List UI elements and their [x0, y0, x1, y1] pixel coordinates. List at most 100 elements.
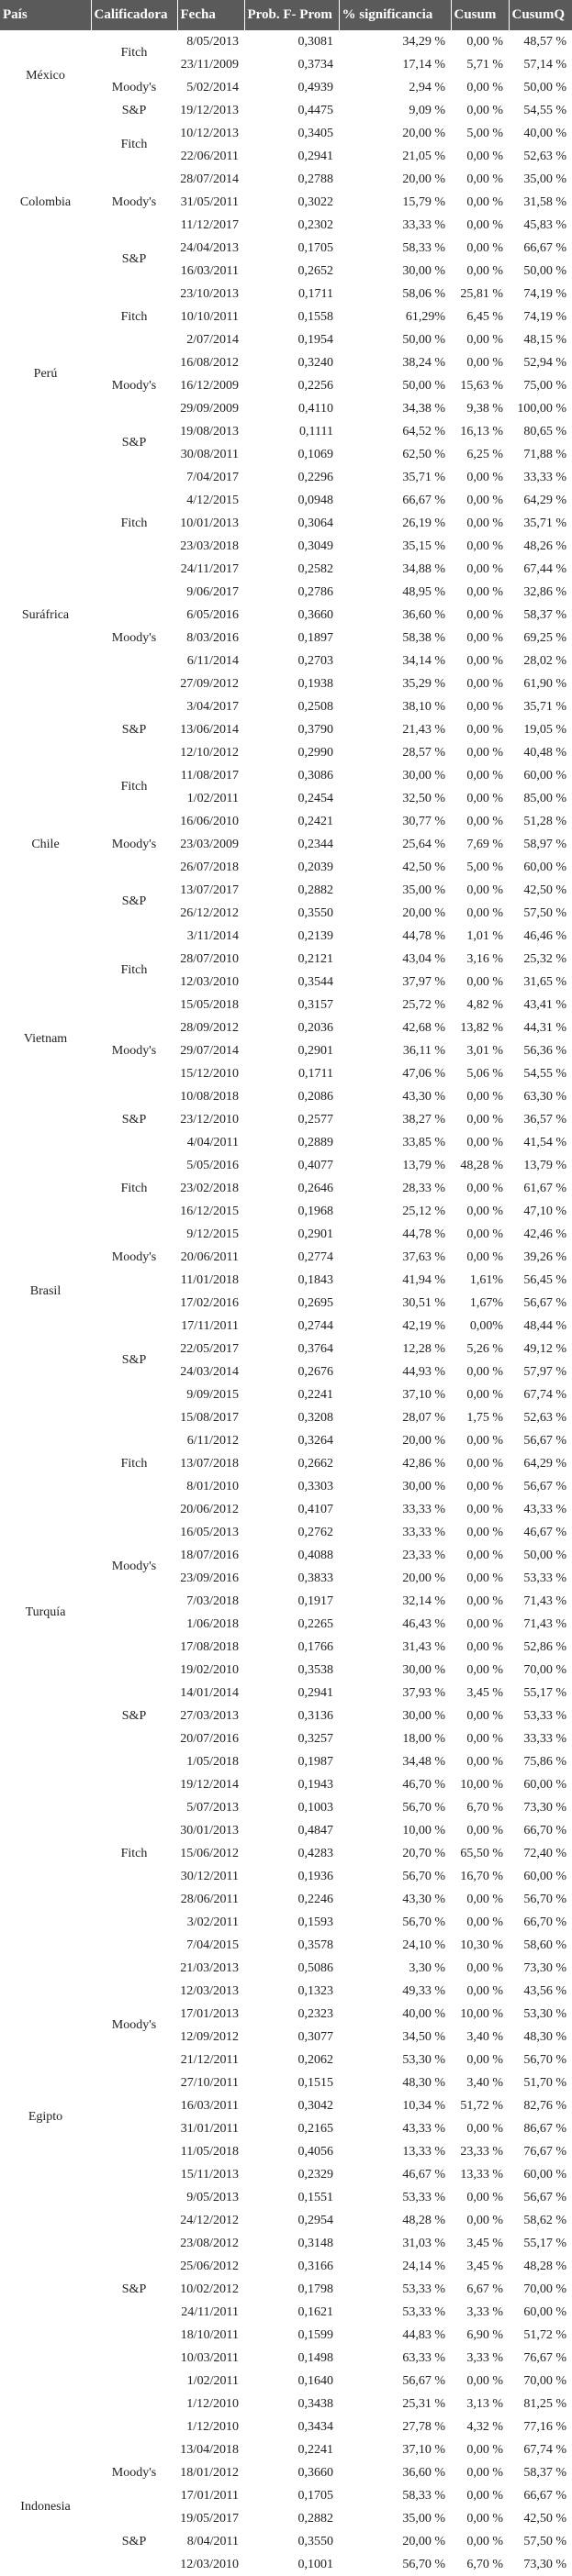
data-cell: 72,40 %: [523, 1846, 566, 1860]
table-row: Moody's 5/02/2014 0,4939 2,94 % 0,00 % 50,00 …: [0, 76, 572, 99]
data-cell: 0,2695: [297, 1295, 334, 1310]
data-cell: 0,00 %: [466, 905, 503, 920]
table-row: Egipto Fitch 5/07/2013 0,1003 56,70 % 6,70 % 7…: [0, 1796, 572, 2125]
data-cell: 17/02/2016: [180, 1295, 239, 1310]
data-cell: 56,67 %: [523, 2190, 566, 2204]
table-row: Moody's 16/08/2012 0,3240 38,24 % 0,00 % 52,9…: [0, 351, 572, 393]
data-cell: 20,00 %: [402, 905, 445, 920]
table-row: 17/01/2011 0,1705 58,33 % 0,00 % 66,67 %: [0, 2484, 572, 2507]
data-cell: 62,50 %: [402, 447, 445, 461]
data-cell: 24/03/2014: [180, 1364, 239, 1379]
data-cell: 13,79 %: [523, 1158, 566, 1172]
data-cell: 0,2246: [297, 1892, 334, 1906]
data-cell: 37,97 %: [402, 974, 445, 989]
data-cell: 0,3538: [297, 1662, 334, 1677]
data-cell: 0,00 %: [466, 103, 503, 117]
data-cell: 8/04/2011: [186, 2534, 239, 2548]
data-cell: 24,10 %: [402, 1938, 445, 1952]
data-cell: 0,2990: [297, 745, 334, 760]
data-cell: 17/01/2011: [180, 2488, 239, 2503]
table-row: 29/07/2014 0,2901 36,11 % 3,01 % 56,36 %: [0, 1039, 572, 1062]
data-cell: 0,4283: [297, 1846, 334, 1860]
data-cell: 0,2139: [297, 928, 334, 943]
data-cell: 43,04 %: [402, 951, 445, 966]
data-cell: 0,1640: [297, 2373, 334, 2388]
table-row: 20/07/2016 0,3257 18,00 % 0,00 % 33,33 %: [0, 1727, 572, 1750]
table-row: 1/05/2018 0,1987 34,48 % 0,00 % 75,86 %: [0, 1750, 572, 1773]
data-cell: 10/02/2012: [180, 2282, 239, 2296]
data-cell: 0,3578: [297, 1938, 334, 1952]
data-cell: 0,4107: [297, 1502, 334, 1516]
data-cell: 0,1938: [297, 676, 334, 691]
data-cell: 60,00 %: [523, 1777, 566, 1792]
data-cell: 0,3157: [297, 997, 334, 1012]
data-cell: 0,00 %: [466, 539, 503, 553]
data-cell: 23,33 %: [460, 2144, 503, 2159]
table-row: S&P 19/08/2013 0,1111 64,52 % 16,13 % 80,65 %: [0, 420, 572, 450]
table-row: 24/12/2012 0,2954 48,28 % 0,00 % 58,62 %: [0, 2209, 572, 2232]
data-cell: 44,31 %: [523, 1020, 566, 1035]
data-cell: 16,13 %: [460, 424, 503, 439]
data-cell: 53,33 %: [402, 2282, 445, 2296]
data-cell: 53,33 %: [402, 2304, 445, 2319]
table-row: Moody's 16/06/2010 0,2421 30,77 % 0,00 % 51,2…: [0, 810, 572, 851]
agency-cell: S&P: [121, 1112, 147, 1127]
data-cell: 0,00 %: [466, 1915, 503, 1929]
country-cell: Vietnam: [23, 1032, 68, 1046]
data-cell: 0,00 %: [466, 1708, 503, 1723]
data-cell: 0,00 %: [466, 1456, 503, 1471]
data-cell: 0,00 %: [466, 584, 503, 599]
data-cell: 0,2762: [297, 1525, 334, 1539]
data-cell: 32,14 %: [402, 1593, 445, 1608]
data-cell: 0,00 %: [466, 1662, 503, 1677]
data-cell: 0,00 %: [466, 1204, 503, 1218]
data-cell: 36,60 %: [402, 2465, 445, 2480]
data-cell: 0,4110: [298, 401, 333, 416]
table-row: 19/12/2014 0,1943 46,70 % 10,00 % 60,00 %: [0, 1773, 572, 1796]
data-cell: 0,00 %: [466, 2373, 503, 2388]
data-cell: 50,00 %: [523, 263, 566, 278]
data-cell: 0,00 %: [466, 194, 503, 209]
data-cell: 36,60 %: [402, 607, 445, 622]
data-cell: 57,14 %: [523, 57, 566, 72]
data-cell: 0,00 %: [466, 80, 503, 94]
data-cell: 42,50 %: [402, 860, 445, 874]
table-row: 10/03/2011 0,1498 63,33 % 3,33 % 76,67 %: [0, 2347, 572, 2370]
data-cell: 76,67 %: [523, 2144, 566, 2159]
data-cell: 7,69 %: [466, 837, 503, 851]
data-cell: 0,2788: [297, 172, 334, 186]
data-cell: 23/11/2009: [180, 57, 239, 72]
data-cell: 61,29%: [405, 309, 445, 324]
table-row: 30/01/2013 0,4847 10,00 % 0,00 % 66,70 %: [0, 1819, 572, 1842]
agency-cell: S&P: [121, 2534, 147, 2548]
data-cell: 0,00 %: [466, 149, 503, 163]
table-row: 27/03/2013 0,3136 30,00 % 0,00 % 53,33 %: [0, 1704, 572, 1727]
table-row: 17/01/2013 0,2323 40,00 % 10,00 % 53,30 %: [0, 2003, 572, 2026]
data-cell: 0,00 %: [466, 1433, 503, 1448]
data-cell: 6,67 %: [466, 2282, 503, 2296]
agency-cell: Moody's: [111, 837, 157, 851]
data-cell: 0,1943: [297, 1777, 334, 1792]
agency-cell: S&P: [121, 103, 147, 117]
table-row: S&P 19/05/2017 0,2882 35,00 % 0,00 % 42,50 %: [0, 2507, 572, 2548]
data-cell: 0,1936: [297, 1869, 334, 1883]
data-cell: 0,00 %: [466, 1387, 503, 1402]
data-cell: 0,0948: [297, 493, 334, 507]
data-cell: 34,38 %: [402, 401, 445, 416]
agency-cell: S&P: [121, 436, 147, 450]
data-cell: 52,86 %: [523, 1639, 566, 1654]
data-cell: 5,26 %: [466, 1341, 503, 1356]
data-cell: 56,70 %: [402, 2557, 445, 2571]
table-row: 21/03/2013 0,5086 3,30 % 0,00 % 73,30 %: [0, 1957, 572, 1980]
data-cell: 33,85 %: [402, 1135, 445, 1149]
data-cell: 10/10/2011: [180, 309, 239, 324]
data-cell: 19,05 %: [523, 722, 566, 737]
data-cell: 28/07/2014: [180, 172, 239, 186]
data-cell: 15,79 %: [402, 194, 445, 209]
table-row: 10/01/2013 0,3064 26,19 % 0,00 % 35,71 %: [0, 512, 572, 535]
data-cell: 9,38 %: [466, 401, 503, 416]
data-cell: 1,61%: [469, 1272, 503, 1287]
data-cell: 7/04/2015: [186, 1938, 239, 1952]
data-cell: 0,2421: [297, 814, 334, 828]
table-row: 9/09/2015 0,2241 37,10 % 0,00 % 67,74 %: [0, 1383, 572, 1406]
